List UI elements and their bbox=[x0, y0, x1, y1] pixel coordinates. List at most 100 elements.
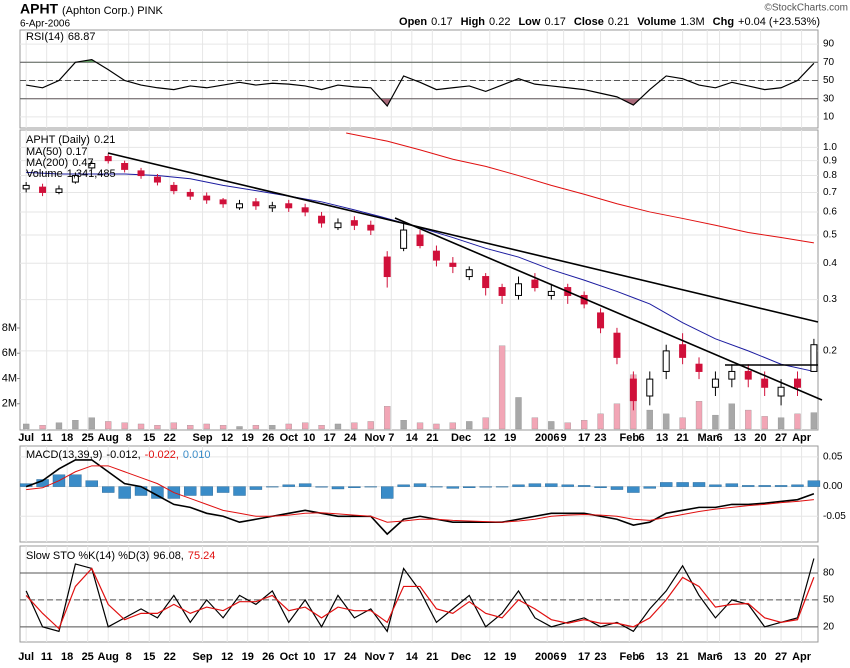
x-tick-label: 2006 bbox=[535, 651, 559, 663]
x-tick-label: 23 bbox=[594, 651, 606, 663]
histogram-bar bbox=[594, 486, 607, 488]
histogram-bar bbox=[463, 486, 476, 488]
volume-bar bbox=[597, 413, 604, 430]
trendline bbox=[107, 152, 819, 323]
volume-bar bbox=[301, 422, 309, 430]
quote-value: 0.17 bbox=[431, 16, 452, 28]
candle-body bbox=[121, 163, 129, 170]
y-tick-label: 1.0 bbox=[823, 142, 837, 153]
x-tick-label: 17 bbox=[324, 432, 336, 444]
candle-body bbox=[88, 163, 96, 169]
x-tick-label: 19 bbox=[242, 432, 254, 444]
volume-bar bbox=[170, 422, 178, 430]
company: (Aphton Corp.) PINK bbox=[62, 5, 164, 17]
x-tick-label: 8 bbox=[126, 651, 132, 663]
volume-bar bbox=[55, 422, 63, 430]
series-line bbox=[25, 459, 815, 536]
candle-body bbox=[613, 332, 621, 358]
panel-legend: APHT (Daily) 0.21 bbox=[26, 134, 115, 146]
histogram-bar bbox=[249, 486, 263, 490]
candle-body bbox=[334, 222, 342, 229]
volume-bar bbox=[154, 425, 161, 430]
volume-bar bbox=[187, 425, 194, 430]
panel-last: 0.21 bbox=[94, 134, 115, 146]
histogram-bar bbox=[446, 486, 460, 489]
panel-frame bbox=[19, 129, 819, 431]
y-tick-label: 0.4 bbox=[823, 258, 837, 269]
series-last: 96.08, bbox=[153, 550, 184, 562]
x-tick-label: 14 bbox=[406, 651, 419, 663]
candle-body bbox=[170, 184, 178, 192]
y-tick-label: -0.05 bbox=[823, 511, 846, 522]
histogram-bar bbox=[200, 486, 213, 496]
x-tick-label: 8 bbox=[126, 432, 132, 444]
histogram-bar bbox=[659, 482, 673, 487]
candle-body bbox=[744, 370, 752, 380]
volume-bar bbox=[39, 425, 46, 430]
series-last: -0.012, bbox=[106, 449, 140, 461]
quote-label: Volume bbox=[637, 16, 676, 28]
candle-body bbox=[350, 220, 358, 226]
x-tick-label: 27 bbox=[775, 432, 787, 444]
y-tick-label: 0.7 bbox=[823, 187, 837, 198]
x-tick-label: 25 bbox=[82, 651, 94, 663]
x-tick-label: 11 bbox=[41, 432, 53, 444]
x-tick-label: 17 bbox=[578, 432, 590, 444]
x-tick-label: Apr bbox=[792, 651, 812, 663]
x-tick-label: Apr bbox=[792, 432, 812, 444]
volume-bar bbox=[777, 417, 785, 430]
histogram-bar bbox=[331, 486, 345, 490]
histogram-bar bbox=[561, 484, 574, 487]
x-tick-label: 14 bbox=[406, 432, 419, 444]
histogram-bar bbox=[610, 486, 624, 490]
histogram-bar bbox=[298, 483, 312, 487]
histogram-bar bbox=[742, 485, 755, 487]
volume-bar bbox=[466, 421, 473, 430]
candle-body bbox=[597, 312, 605, 329]
volume-bar bbox=[761, 416, 768, 430]
volume-bar bbox=[334, 423, 342, 430]
panel-name: RSI(14) bbox=[26, 31, 64, 43]
volume-bar bbox=[351, 422, 358, 430]
x-tick-label: 19 bbox=[242, 651, 254, 663]
x-tick-label: 22 bbox=[164, 432, 176, 444]
volume-bar bbox=[548, 421, 555, 430]
x-tick-label: 6 bbox=[639, 432, 645, 444]
volume-bar bbox=[384, 406, 391, 430]
histogram-bar bbox=[184, 486, 197, 496]
series-name: MA(200) bbox=[26, 157, 68, 169]
histogram-bar bbox=[69, 474, 82, 487]
x-tick-label: 13 bbox=[734, 432, 746, 444]
x-tick-label: 17 bbox=[324, 651, 336, 663]
x-tick-label: Mar bbox=[697, 651, 717, 663]
x-tick-label: 17 bbox=[578, 651, 590, 663]
trendlines bbox=[107, 152, 823, 401]
volume-tick-label: 6M bbox=[2, 347, 17, 359]
x-tick-label: Feb bbox=[619, 432, 639, 444]
candle-body bbox=[465, 269, 473, 278]
volume-last: 1,341,485 bbox=[67, 168, 116, 180]
candle-body bbox=[39, 186, 47, 193]
histogram-bar bbox=[692, 482, 706, 487]
symbol: APHT bbox=[20, 1, 59, 17]
x-tick-label: 21 bbox=[426, 432, 438, 444]
series-last: 0.17 bbox=[66, 146, 87, 158]
candle-body bbox=[236, 203, 244, 209]
candle-body bbox=[646, 378, 654, 397]
volume-bar bbox=[663, 413, 670, 430]
volume-bar bbox=[433, 423, 440, 430]
x-tick-label: 6 bbox=[716, 651, 722, 663]
quote-label: High bbox=[461, 16, 486, 28]
histogram-bar bbox=[577, 485, 591, 487]
quote-label: Chg bbox=[713, 16, 734, 28]
x-tick-label: 9 bbox=[561, 651, 567, 663]
histogram-bar bbox=[643, 486, 656, 489]
volume-bar bbox=[515, 397, 522, 430]
series-legend: MA(50) 0.17 bbox=[26, 146, 87, 158]
date: 6-Apr-2006 bbox=[20, 19, 70, 30]
candle-body bbox=[629, 378, 637, 402]
y-tick-label: 80 bbox=[823, 568, 835, 579]
candle-body bbox=[679, 344, 687, 358]
volume-bar bbox=[449, 422, 456, 430]
